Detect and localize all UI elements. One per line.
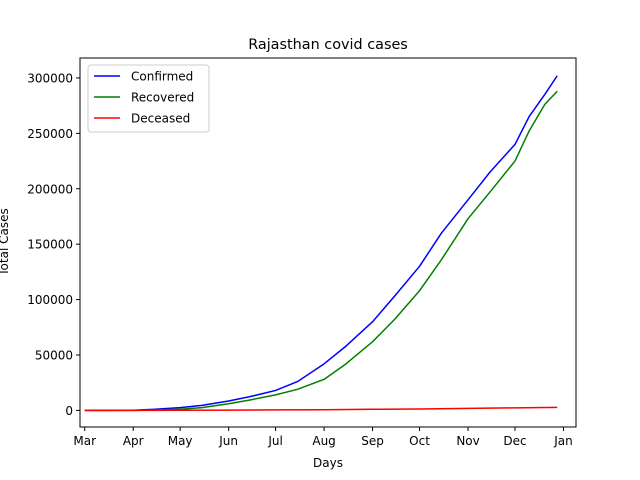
x-tick-label: Nov <box>456 434 479 448</box>
series-line-deceased <box>84 406 558 412</box>
y-tick-label: 50000 <box>35 348 73 362</box>
x-tick-label: Dec <box>503 434 526 448</box>
legend-label-deceased: Deceased <box>131 112 190 126</box>
legend: Confirmed Recovered Deceased <box>87 64 210 133</box>
y-tick-label: 0 <box>65 404 73 418</box>
y-tick-label: 100000 <box>27 293 73 307</box>
y-tick-label: 300000 <box>27 71 73 85</box>
y-axis: 0 50000 100000 150000 200000 250000 300000 <box>27 71 80 418</box>
legend-box <box>87 64 210 133</box>
chart-title: Rajasthan covid cases <box>248 37 408 53</box>
x-axis-label: Days <box>313 456 343 470</box>
y-tick-label: 200000 <box>27 182 73 196</box>
x-tick-label: May <box>168 434 193 448</box>
y-tick-label: 150000 <box>27 238 73 252</box>
y-axis-label: Total Cases <box>0 208 11 276</box>
x-axis: Mar Apr May Jun Jul Aug Sep Oct Nov Dec Jan <box>73 427 573 448</box>
x-tick-label: Mar <box>73 434 96 448</box>
x-tick-label: Jul <box>267 434 282 448</box>
legend-label-confirmed: Confirmed <box>131 70 193 84</box>
legend-label-recovered: Recovered <box>131 91 194 105</box>
x-tick-label: Jun <box>218 434 238 448</box>
y-tick-label: 250000 <box>27 127 73 141</box>
x-tick-label: Sep <box>361 434 384 448</box>
x-tick-label: Aug <box>312 434 335 448</box>
x-tick-label: Jan <box>553 434 573 448</box>
x-tick-label: Apr <box>123 434 144 448</box>
plot-frame <box>79 57 577 428</box>
x-tick-label: Oct <box>409 434 430 448</box>
plot-area <box>84 75 558 412</box>
series-line-confirmed <box>84 75 558 412</box>
